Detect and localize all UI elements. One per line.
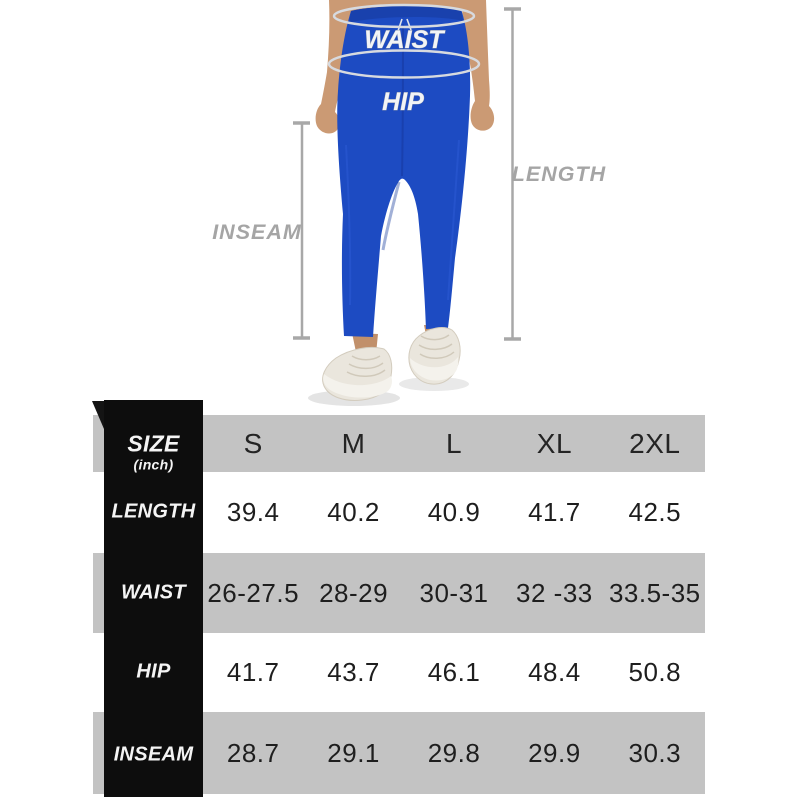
inseam-value-s: 28.7 <box>226 737 280 768</box>
inseam-callout-label: INSEAM <box>212 220 302 244</box>
row-label-hip: HIP <box>136 660 171 683</box>
inseam-value-2xl: 30.3 <box>628 737 682 768</box>
inseam-value-l: 29.8 <box>427 737 481 768</box>
row-label-inseam: INSEAM <box>113 743 194 766</box>
hip-callout-label: HIP <box>382 88 424 116</box>
length-callout-label: LENGTH <box>512 162 606 186</box>
waist-value-s: 26-27.5 <box>207 577 300 608</box>
waist-callout-label: WAIST <box>364 26 446 54</box>
waist-value-2xl: 33.5-35 <box>608 577 701 608</box>
row-label-length: LENGTH <box>111 500 196 523</box>
length-value-m: 40.2 <box>327 497 380 527</box>
inseam-value-m: 29.1 <box>327 737 380 768</box>
size-table-label-ribbon: SIZE (inch) LENGTH WAIST HIP INSEAM <box>92 400 203 797</box>
hip-value-xl: 48.4 <box>528 657 581 687</box>
waist-measure-ellipse <box>332 3 476 29</box>
right-shoe-sole <box>410 357 459 381</box>
column-header-m: M <box>341 427 366 459</box>
left-arm <box>315 0 354 134</box>
column-header-2xl: 2XL <box>629 427 681 459</box>
hip-value-l: 46.1 <box>427 657 481 687</box>
crotch-shade <box>381 181 401 251</box>
length-value-s: 39.4 <box>226 497 280 527</box>
pants-waistband <box>349 5 463 24</box>
size-title-block: SIZE (inch) <box>104 430 203 473</box>
measurement-annotations: WAIST HIP LENGTH INSEAM <box>212 3 606 341</box>
hip-value-m: 43.7 <box>327 657 380 687</box>
inseam-value-xl: 29.9 <box>528 737 581 768</box>
row-label-waist: WAIST <box>121 581 186 604</box>
column-header-xl: XL <box>536 427 573 459</box>
hip-measure-ellipse <box>327 49 481 79</box>
column-header-l: L <box>445 427 463 459</box>
table-row-inseam: 28.7 29.1 29.8 29.9 30.3 <box>93 712 705 794</box>
hip-value-s: 41.7 <box>226 657 280 687</box>
pants-fly-seam <box>401 23 404 177</box>
pants <box>337 5 471 337</box>
size-title: SIZE <box>127 430 180 457</box>
length-value-2xl: 42.5 <box>628 497 682 527</box>
waist-value-xl: 32 -33 <box>516 577 593 608</box>
left-shoe-laces <box>346 355 386 377</box>
right-seam-highlight <box>447 139 460 301</box>
model-photo: WAIST HIP LENGTH INSEAM <box>212 0 606 406</box>
size-unit-note: (inch) <box>133 456 174 473</box>
waist-value-m: 28-29 <box>319 577 389 608</box>
length-value-l: 40.9 <box>427 497 481 527</box>
hip-value-2xl: 50.8 <box>628 657 682 687</box>
right-shoe-laces <box>418 334 455 359</box>
waist-value-l: 30-31 <box>419 577 489 608</box>
length-value-xl: 41.7 <box>528 497 581 527</box>
left-seam-highlight <box>345 144 352 306</box>
column-header-s: S <box>243 427 263 459</box>
left-shoe-sole <box>323 374 392 398</box>
